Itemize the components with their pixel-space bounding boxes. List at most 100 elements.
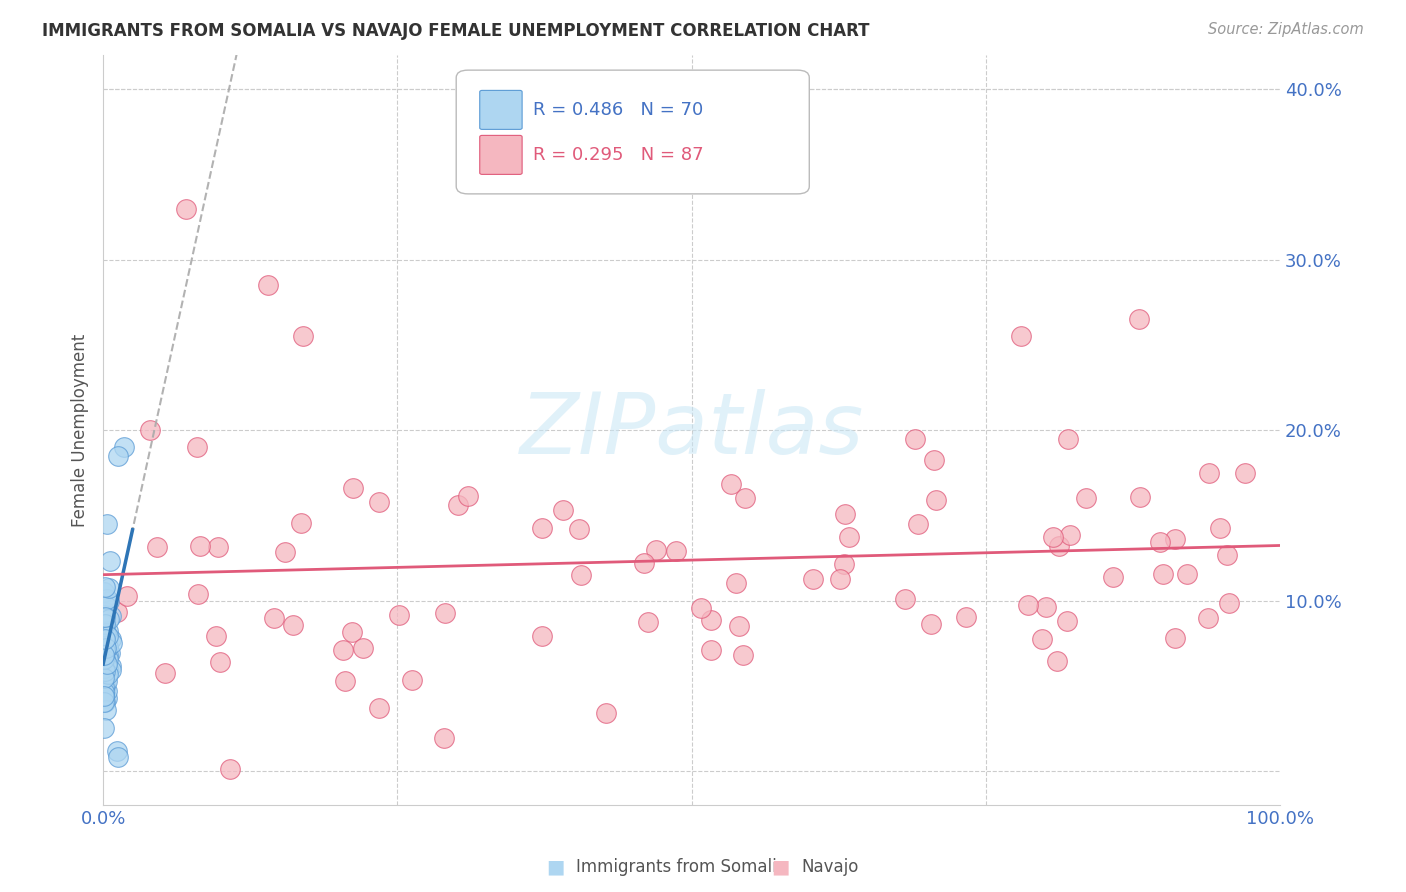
Point: [93, 651, 115, 665]
Point: [838, 530, 860, 544]
Point: [93, 653, 115, 667]
Text: IMMIGRANTS FROM SOMALIA VS NAVAJO FEMALE UNEMPLOYMENT CORRELATION CHART: IMMIGRANTS FROM SOMALIA VS NAVAJO FEMALE…: [42, 22, 870, 40]
Point: [1152, 566, 1174, 581]
Point: [1128, 312, 1150, 326]
Point: [633, 556, 655, 570]
Point: [1198, 466, 1220, 480]
Point: [447, 498, 470, 512]
Point: [551, 503, 574, 517]
Point: [105, 743, 128, 757]
Point: [803, 572, 825, 586]
Point: [94, 695, 117, 709]
Text: R = 0.295   N = 87: R = 0.295 N = 87: [533, 146, 703, 164]
Point: [93, 673, 115, 688]
Point: [97, 624, 120, 638]
Y-axis label: Female Unemployment: Female Unemployment: [72, 334, 89, 527]
Point: [101, 636, 124, 650]
Point: [728, 618, 751, 632]
Point: [188, 539, 211, 553]
Point: [93, 695, 115, 709]
Point: [1218, 596, 1240, 610]
Point: [665, 544, 688, 558]
Point: [1101, 570, 1123, 584]
Point: [97, 667, 120, 681]
Point: [94, 670, 117, 684]
Point: [96, 690, 118, 705]
Point: [94, 580, 117, 594]
Point: [93, 609, 115, 624]
Point: [332, 643, 354, 657]
Point: [146, 541, 169, 555]
Point: [93, 647, 115, 661]
Point: [94, 599, 117, 614]
Point: [433, 731, 456, 745]
Point: [1175, 566, 1198, 581]
Point: [1010, 329, 1032, 343]
Point: [531, 521, 554, 535]
Point: [94, 639, 117, 653]
Point: [367, 495, 389, 509]
FancyBboxPatch shape: [479, 90, 522, 129]
Point: [107, 449, 129, 463]
Point: [94, 617, 117, 632]
Point: [112, 440, 135, 454]
Point: [97, 629, 120, 643]
Point: [93, 585, 115, 599]
Point: [1057, 432, 1080, 446]
Point: [97, 594, 120, 608]
Point: [93, 639, 115, 653]
Point: [1209, 520, 1232, 534]
Point: [904, 432, 927, 446]
Point: [388, 608, 411, 623]
Point: [922, 453, 945, 467]
Point: [457, 489, 479, 503]
Point: [93, 688, 115, 702]
Point: [96, 674, 118, 689]
Point: [93, 661, 115, 675]
Point: [1059, 527, 1081, 541]
Point: [595, 706, 617, 720]
Point: [1046, 654, 1069, 668]
Point: [731, 648, 754, 662]
Point: [139, 423, 162, 437]
Point: [828, 572, 851, 586]
Point: [434, 606, 457, 620]
Point: [100, 609, 122, 624]
Point: [342, 481, 364, 495]
FancyBboxPatch shape: [479, 136, 522, 174]
Text: ZIPatlas: ZIPatlas: [519, 389, 863, 472]
Point: [93, 680, 115, 694]
Point: [105, 605, 128, 619]
Point: [115, 589, 138, 603]
Point: [186, 440, 208, 454]
Text: ■: ■: [770, 857, 790, 877]
Point: [832, 558, 855, 572]
Point: [1035, 600, 1057, 615]
Point: [97, 581, 120, 595]
Point: [96, 516, 118, 531]
Point: [100, 658, 122, 673]
Point: [1047, 539, 1070, 553]
Point: [93, 683, 115, 698]
Point: [94, 682, 117, 697]
Point: [734, 491, 756, 505]
Point: [93, 722, 115, 736]
Point: [1215, 548, 1237, 562]
Point: [1164, 532, 1187, 546]
Point: [1031, 632, 1053, 646]
Point: [907, 517, 929, 532]
Point: [94, 678, 117, 692]
Point: [1129, 490, 1152, 504]
Point: [1056, 614, 1078, 628]
Point: [257, 278, 280, 293]
Point: [1233, 466, 1256, 480]
Point: [153, 665, 176, 680]
Point: [96, 684, 118, 698]
Point: [920, 616, 942, 631]
Point: [94, 652, 117, 666]
Point: [205, 629, 228, 643]
Point: [568, 523, 591, 537]
Point: [93, 685, 115, 699]
Point: [571, 567, 593, 582]
Point: [96, 640, 118, 654]
